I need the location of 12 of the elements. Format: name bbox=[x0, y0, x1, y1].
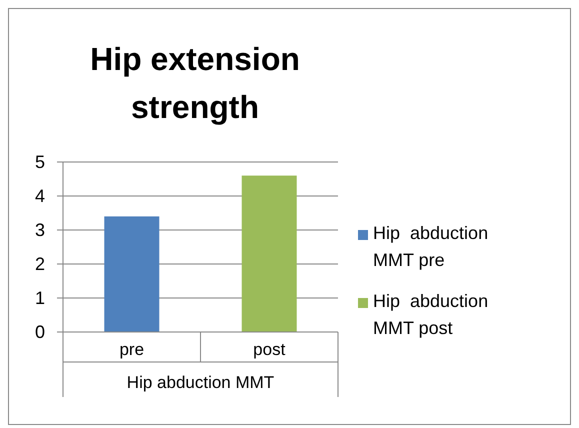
legend-label: Hip abduction MMT pre bbox=[373, 223, 488, 270]
legend-label: Hip abduction MMT post bbox=[373, 291, 488, 338]
y-tick-label: 1 bbox=[34, 288, 46, 308]
y-tick-label: 0 bbox=[34, 322, 46, 342]
y-tick-label: 3 bbox=[34, 220, 46, 240]
chart-title: Hip extension strength bbox=[90, 41, 300, 125]
y-tick-label: 4 bbox=[34, 186, 46, 206]
x-tick-label: pre bbox=[119, 340, 144, 359]
x-axis-title: Hip abduction MMT bbox=[126, 373, 274, 392]
x-tick-label: post bbox=[253, 340, 286, 359]
y-tick-label: 5 bbox=[34, 152, 46, 172]
y-tick-label: 2 bbox=[34, 254, 46, 274]
